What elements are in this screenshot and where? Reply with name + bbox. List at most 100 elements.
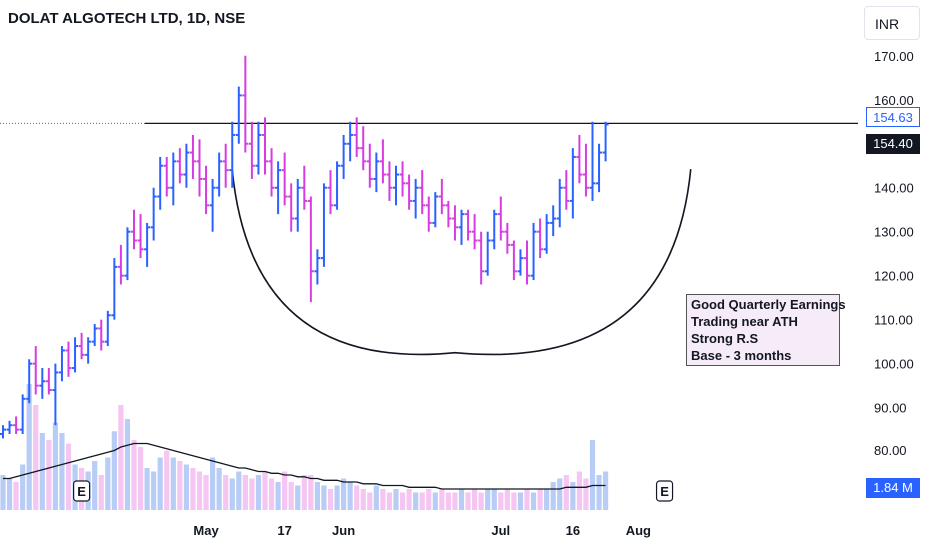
earnings-marker-label: E [660,484,669,499]
ohlc-bar [419,170,426,215]
ohlc-bar [471,214,478,250]
ohlc-bar [425,196,432,232]
ohlc-bar [124,227,131,281]
volume-bar [327,489,334,510]
ohlc-bar [216,152,223,197]
chart-title: DOLAT ALGOTECH LTD, 1D, NSE [8,10,246,27]
ohlc-bar [189,134,196,179]
ohlc-bar [39,368,46,399]
ohlc-bar [235,86,242,144]
volume-bar [432,492,438,510]
volume-bar [295,485,301,510]
volume-bar [524,489,530,510]
volume-bar [603,471,609,510]
volume-bar [118,405,124,510]
volume-bar [419,492,425,510]
ohlc-bar [596,143,603,193]
volume-bar [367,492,373,510]
y-tick-label: 110.00 [874,313,913,328]
ohlc-bar [373,152,380,193]
ohlc-bar [275,161,282,215]
annotation-note[interactable]: Good Quarterly Earnings Trading near ATH… [686,294,846,366]
volume-bars [0,384,609,510]
volume-bar [413,492,419,510]
volume-bar [33,405,39,510]
ohlc-bar [543,214,550,254]
ohlc-bar [157,156,164,210]
volume-bar [203,475,209,510]
volume-bar [46,440,52,510]
ohlc-bar [65,341,72,377]
ohlc-bar [209,178,216,232]
currency-button[interactable]: INR [864,6,920,40]
ohlc-bar [91,324,98,347]
volume-bar [13,482,19,510]
price-axis-panel [858,0,932,550]
ohlc-bar [451,205,458,241]
volume-bar [98,475,104,510]
volume-bar [557,478,563,510]
ohlc-bar [294,178,301,232]
volume-bar [92,461,98,510]
volume-bar [0,475,6,510]
ohlc-bar [45,368,52,395]
volume-bar [589,440,596,510]
ohlc-bar [334,161,341,210]
volume-bar [491,489,497,510]
volume-bar [373,485,379,510]
volume-bar [255,475,262,510]
volume-bar [131,440,137,510]
ohlc-bar [163,156,170,197]
volume-bar [111,431,117,510]
ohlc-bar [582,143,589,197]
volume-bar [393,489,399,510]
volume-bar [59,433,65,510]
ohlc-bar [19,394,26,435]
volume-bar [498,492,504,510]
volume-bar [426,489,432,510]
volume-bar [20,464,26,510]
volume-bar [472,489,478,510]
y-tick-label: 160.00 [874,93,914,108]
earnings-marker: E [72,480,91,502]
volume-bar [354,485,360,510]
volume-bar [6,478,13,510]
ohlc-bar [104,310,111,347]
ohlc-bar [602,121,609,162]
volume-bar [583,478,589,510]
ohlc-bar [170,152,177,206]
ohlc-bar [524,240,530,285]
volume-bar [242,475,248,510]
ohlc-bar [13,416,20,435]
volume-bar [530,492,537,510]
ohlc-bar [131,209,137,250]
y-tick-label: 120.00 [874,269,914,284]
volume-bar [216,468,222,510]
volume-bar [236,471,242,510]
volume-bar [157,457,163,510]
x-tick-label: 16 [566,523,580,538]
x-tick-label: Jun [332,523,355,538]
ohlc-bar [203,165,210,215]
ohlc-bar [510,240,517,281]
ohlc-bar [281,152,288,206]
ohlc-bar [432,192,439,228]
volume-bar [550,482,556,510]
ohlc-bar [144,222,151,267]
ohlc-bar [52,363,59,426]
ohlc-bar [530,222,537,281]
volume-bar [537,489,543,510]
volume-bar [399,492,406,510]
volume-bar [465,492,471,510]
ohlc-bar [347,121,354,162]
volume-bar [262,471,268,510]
volume-bar [183,464,189,510]
ohlc-bar [262,117,268,175]
ohlc-bar [229,121,236,188]
volume-ma-line [3,442,606,490]
ohlc-bar [150,187,157,241]
ohlc-bar [563,170,570,210]
volume-bar [190,468,196,510]
earnings-marker-label: E [77,484,86,499]
